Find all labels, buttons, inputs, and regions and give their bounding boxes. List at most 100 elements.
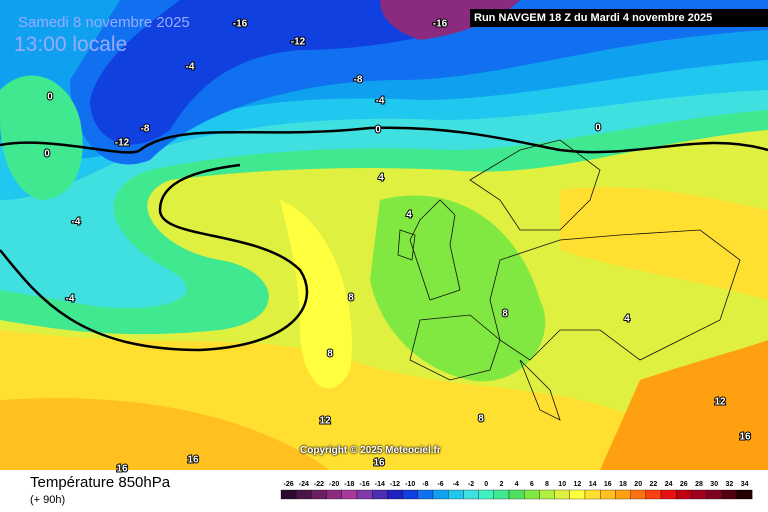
legend-cell: [736, 489, 753, 500]
legend-cell: [326, 489, 342, 500]
legend-tick-label: 22: [650, 481, 658, 488]
legend-tick-label: -22: [314, 481, 324, 488]
legend-cell: [554, 489, 570, 500]
legend-tick-label: -4: [453, 481, 459, 488]
legend-cell: [524, 489, 540, 500]
contour-label: -4: [186, 62, 195, 73]
zero-isotherm: [0, 163, 309, 352]
legend-cell: [417, 489, 434, 500]
legend-cell: [448, 489, 464, 500]
contour-label: 8: [327, 349, 333, 360]
legend-cell: [508, 489, 525, 500]
legend-cell: [296, 489, 312, 500]
legend-cell: [280, 489, 297, 500]
legend-cell: [569, 489, 586, 500]
contour-label: 12: [319, 416, 331, 427]
contour-label: 8: [502, 309, 508, 320]
warm-field: [560, 187, 768, 300]
warm-field: [600, 340, 768, 470]
legend-cell: [463, 489, 479, 500]
legend-tick-label: -16: [360, 481, 370, 488]
contour-label: 4: [378, 173, 384, 184]
legend-tick-label: 12: [574, 481, 582, 488]
legend-tick-label: 28: [695, 481, 703, 488]
legend-tick-label: 6: [530, 481, 534, 488]
legend-cell: [645, 489, 662, 500]
legend-cell: [432, 489, 449, 500]
footer-title: Température 850hPa: [30, 474, 171, 491]
legend-tick-label: 2: [499, 481, 503, 488]
contour-label: -4: [66, 294, 75, 305]
contour-label: 4: [406, 210, 412, 221]
legend-tick-label: 14: [589, 481, 597, 488]
contour-label: -16: [433, 19, 448, 30]
contour-label: 8: [348, 293, 354, 304]
legend-tick-label: 18: [619, 481, 627, 488]
contour-label: 0: [375, 125, 381, 136]
contour-label: 4: [624, 314, 630, 325]
legend-cell: [706, 489, 722, 500]
footer-lead: (+ 90h): [30, 494, 66, 506]
contour-label: -8: [354, 75, 363, 86]
legend-cell: [615, 489, 631, 500]
legend-tick-label: 10: [558, 481, 566, 488]
legend-cell: [676, 489, 692, 500]
zero-isotherm: [0, 126, 768, 154]
greenland-field: [0, 75, 83, 200]
contour-label: 0: [595, 123, 601, 134]
contour-label: 16: [116, 464, 128, 475]
legend-tick-label: 32: [726, 481, 734, 488]
run-banner: [470, 9, 768, 27]
legend-cell: [691, 489, 707, 500]
legend-cell: [630, 489, 646, 500]
legend-tick-label: -20: [329, 481, 339, 488]
legend-tick-label: -6: [437, 481, 443, 488]
legend-tick-label: -12: [390, 481, 400, 488]
contour-label: 16: [739, 432, 751, 443]
legend-tick-label: -18: [344, 481, 354, 488]
contour-label: 16: [373, 458, 385, 469]
legend-tick-label: -8: [422, 481, 428, 488]
legend-tick-label: 34: [741, 481, 749, 488]
coastlines: [397, 139, 741, 421]
contour-label: -4: [376, 96, 385, 107]
legend-tick-label: 26: [680, 481, 688, 488]
run-info: Run NAVGEM 18 Z du Mardi 4 novembre 2025: [474, 12, 713, 24]
legend-tick-label: 0: [484, 481, 488, 488]
legend-tick-label: 20: [634, 481, 642, 488]
legend-cell: [600, 489, 616, 500]
legend-cell: [372, 489, 388, 500]
contour-label: 16: [187, 455, 199, 466]
contour-label: 0: [44, 149, 50, 160]
legend-cell: [660, 489, 677, 500]
legend-cell: [478, 489, 494, 500]
legend-cell: [341, 489, 358, 500]
valid-date: Samedi 8 novembre 2025: [18, 14, 190, 31]
contour-label: 0: [47, 92, 53, 103]
legend-cell: [493, 489, 510, 500]
legend-cell: [584, 489, 601, 500]
contour-label: 12: [714, 397, 726, 408]
legend-cell: [387, 489, 403, 500]
legend-tick-label: -14: [375, 481, 385, 488]
legend-cell: [402, 489, 418, 500]
legend-cell: [721, 489, 738, 500]
legend-tick-label: -24: [299, 481, 309, 488]
copyright: Copyright © 2025 Meteociel.fr: [300, 445, 441, 456]
legend-tick-label: 16: [604, 481, 612, 488]
legend-tick-label: 8: [545, 481, 549, 488]
legend-tick-label: -26: [284, 481, 294, 488]
local-time: 13:00 locale: [14, 33, 128, 56]
contour-label: -12: [291, 37, 306, 48]
contour-label: 8: [478, 414, 484, 425]
legend-cell: [539, 489, 555, 500]
contour-label: -4: [72, 217, 81, 228]
warm-tongue: [280, 200, 352, 389]
legend-cell: [311, 489, 327, 500]
legend-tick-label: 30: [710, 481, 718, 488]
legend-cell: [356, 489, 373, 500]
warm-field: [0, 398, 330, 470]
contour-label: -12: [115, 138, 130, 149]
